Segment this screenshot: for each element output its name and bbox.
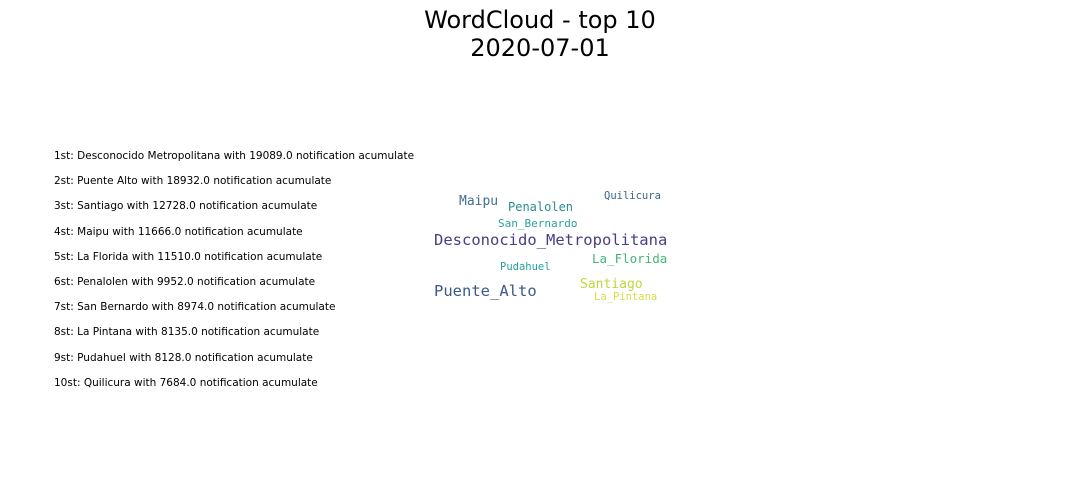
chart-title-block: WordCloud - top 10 2020-07-01	[0, 6, 1080, 62]
ranking-item-7: 7st: San Bernardo with 8974.0 notificati…	[54, 301, 336, 314]
ranking-item-3: 3st: Santiago with 12728.0 notification …	[54, 200, 318, 213]
cloud-word-pudahuel: Pudahuel	[500, 261, 551, 273]
ranking-item-4: 4st: Maipu with 11666.0 notification acu…	[54, 225, 303, 238]
ranking-item-5: 5st: La Florida with 11510.0 notificatio…	[54, 250, 323, 263]
cloud-word-puente-alto: Puente_Alto	[434, 282, 537, 300]
cloud-word-la-florida: La_Florida	[592, 251, 668, 266]
chart-subtitle: 2020-07-01	[470, 34, 610, 62]
ranking-item-9: 9st: Pudahuel with 8128.0 notification a…	[54, 351, 313, 364]
cloud-word-maipu: Maipu	[459, 194, 499, 209]
cloud-word-santiago: Santiago	[580, 277, 643, 292]
ranking-item-8: 8st: La Pintana with 8135.0 notification…	[54, 326, 320, 339]
cloud-word-penalolen: Penalolen	[508, 200, 574, 214]
cloud-word-la-pintana: La_Pintana	[594, 291, 658, 303]
ranking-item-2: 2st: Puente Alto with 18932.0 notificati…	[54, 175, 332, 188]
ranking-item-10: 10st: Quilicura with 7684.0 notification…	[54, 376, 318, 389]
cloud-word-desconocido-metropolitana: Desconocido_Metropolitana	[434, 231, 668, 249]
chart-title: WordCloud - top 10	[424, 6, 656, 34]
ranking-item-1: 1st: Desconocido Metropolitana with 1908…	[54, 150, 415, 162]
ranking-item-6: 6st: Penalolen with 9952.0 notification …	[54, 276, 316, 288]
cloud-word-quilicura: Quilicura	[604, 190, 661, 202]
cloud-word-san-bernardo: San_Bernardo	[498, 217, 578, 230]
